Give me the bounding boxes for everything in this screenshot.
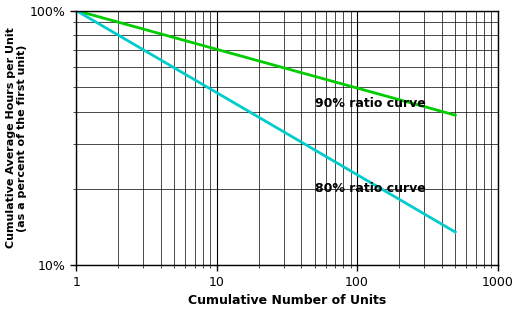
Text: 80% ratio curve: 80% ratio curve [315,182,426,195]
X-axis label: Cumulative Number of Units: Cumulative Number of Units [188,295,386,307]
Y-axis label: Cumulative Average Hours per Unit
(as a percent of the first unit): Cumulative Average Hours per Unit (as a … [6,28,27,249]
Text: 90% ratio curve: 90% ratio curve [315,97,426,110]
